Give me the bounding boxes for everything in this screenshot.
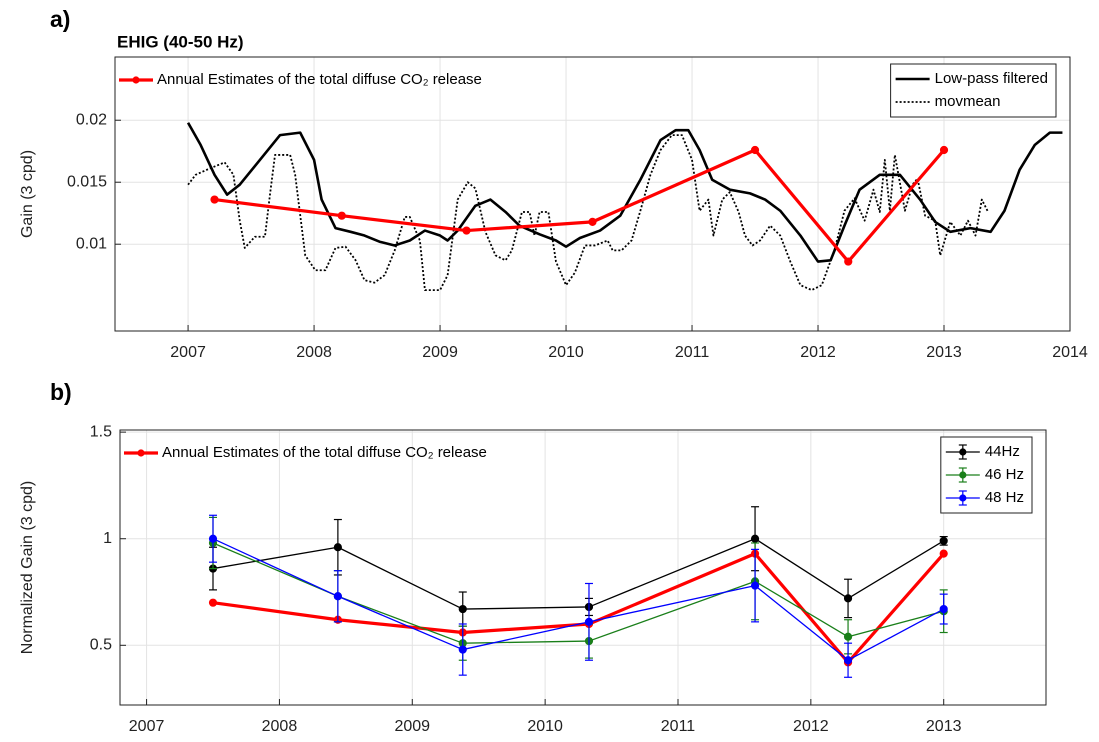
data-point	[939, 604, 948, 614]
data-point	[843, 632, 853, 641]
chart-title: EHIG (40-50 Hz)	[117, 32, 244, 51]
x-tick-label: 2013	[926, 344, 962, 361]
data-point	[939, 549, 948, 558]
series	[210, 145, 949, 266]
data-point	[458, 645, 467, 654]
x-tick-label: 2011	[675, 344, 710, 361]
data-point	[750, 581, 760, 590]
legend-swatch	[959, 448, 967, 456]
data-point	[750, 534, 760, 543]
x-tick-label: 2009	[422, 344, 458, 361]
y-axis-label: Gain (3 cpd)	[19, 150, 36, 238]
y-tick-label: 0.02	[76, 111, 107, 128]
data-point	[750, 145, 760, 155]
legend: 44Hz 46 Hz 48 Hz	[940, 436, 1033, 514]
y-tick-label: 0.015	[67, 173, 107, 190]
legend-label: Annual Estimates of the total diffuse CO…	[157, 71, 482, 88]
legend: Annual Estimates of the total diffuse CO…	[119, 71, 482, 88]
data-point	[939, 145, 949, 155]
legend: Low-pass filtered movmean	[890, 63, 1057, 118]
y-axis-label: Normalized Gain (3 cpd)	[19, 481, 36, 654]
plot-area	[120, 430, 1046, 705]
data-point	[939, 536, 948, 545]
x-tick-label: 2007	[129, 718, 165, 735]
series	[186, 122, 1063, 263]
legend-label: Annual Estimates of the total diffuse CO…	[162, 444, 487, 461]
data-point	[210, 195, 219, 204]
axes-box	[114, 56, 1071, 332]
data-point	[462, 226, 471, 235]
series-line	[186, 122, 1063, 263]
legend-label: 48 Hz	[985, 489, 1024, 506]
x-tick-label: 2012	[800, 344, 836, 361]
legend-swatch	[132, 76, 140, 84]
x-tick-label: 2012	[793, 718, 829, 735]
legend-swatch	[137, 449, 145, 457]
x-tick-label: 2008	[296, 344, 332, 361]
x-tick-label: 2014	[1052, 344, 1088, 361]
panel-label: b)	[50, 379, 72, 405]
x-tick-label: 2008	[262, 718, 298, 735]
legend-label: Low-pass filtered	[935, 70, 1048, 87]
data-point	[208, 598, 218, 607]
data-point	[208, 534, 218, 543]
y-tick-label: 1	[103, 530, 112, 547]
panel-label: a)	[50, 6, 70, 32]
legend-swatch	[959, 471, 967, 479]
x-tick-label: 2011	[661, 718, 696, 735]
x-tick-label: 2010	[548, 344, 584, 361]
data-point	[584, 617, 594, 626]
legend-label: 44Hz	[985, 443, 1020, 460]
data-point	[333, 592, 342, 601]
series	[208, 514, 948, 678]
data-point	[588, 217, 597, 226]
axes-box	[119, 429, 1047, 706]
data-point	[843, 594, 853, 603]
data-point	[333, 543, 342, 552]
data-point	[844, 257, 853, 266]
data-point	[337, 211, 346, 220]
y-tick-label: 0.5	[90, 637, 112, 654]
data-point	[843, 656, 853, 665]
x-tick-label: 2013	[926, 718, 962, 735]
series-line	[187, 134, 989, 291]
legend-swatch	[959, 494, 967, 502]
x-tick-label: 2010	[527, 718, 563, 735]
legend: Annual Estimates of the total diffuse CO…	[124, 444, 487, 461]
x-tick-label: 2009	[394, 718, 430, 735]
y-tick-label: 1.5	[90, 423, 112, 440]
legend-label: movmean	[935, 93, 1001, 110]
legend-box	[890, 63, 1057, 118]
data-point	[458, 604, 467, 614]
x-tick-label: 2007	[170, 344, 206, 361]
y-tick-label: 0.01	[76, 235, 107, 252]
series	[187, 134, 989, 291]
legend-label: 46 Hz	[985, 466, 1024, 483]
